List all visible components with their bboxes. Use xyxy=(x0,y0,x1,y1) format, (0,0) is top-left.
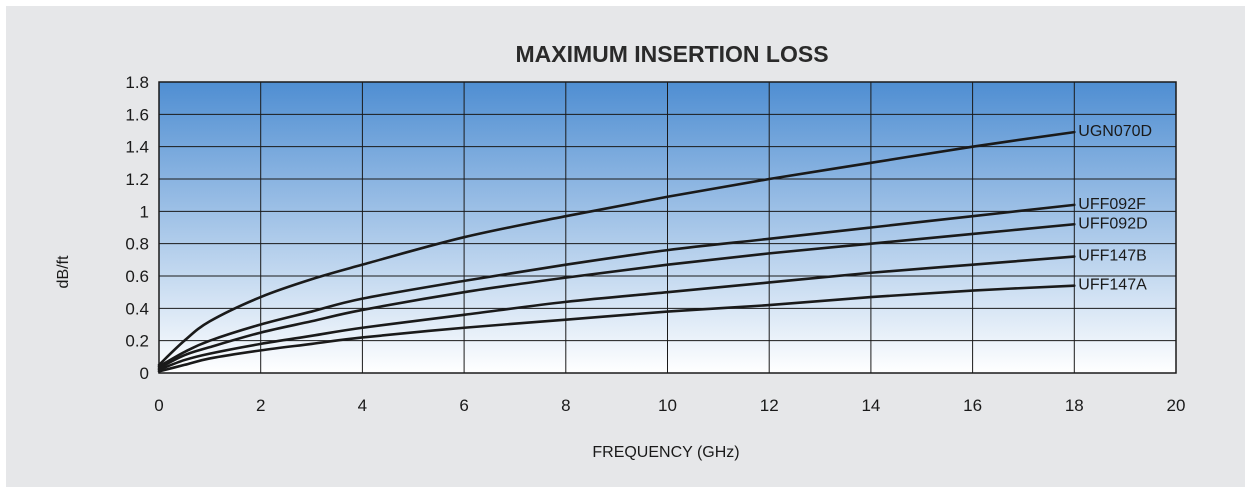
chart-panel: MAXIMUM INSERTION LOSS 0 0.2 0.4 0.6 0.8 1 1.2… xyxy=(6,6,1245,487)
y-tick-label: 1.6 xyxy=(125,105,149,124)
y-tick-label: 1.8 xyxy=(125,73,149,92)
y-tick-label: 0.8 xyxy=(125,235,149,254)
series-label-uff092d: UFF092D xyxy=(1078,215,1147,232)
chart-title: MAXIMUM INSERTION LOSS xyxy=(515,41,828,67)
x-tick-label: 10 xyxy=(658,396,677,415)
x-tick-label: 6 xyxy=(459,396,468,415)
y-tick-label: 1 xyxy=(140,202,149,221)
series-line-uff092d xyxy=(157,222,1076,370)
y-tick-label: 0.2 xyxy=(125,332,149,351)
x-tick-label: 8 xyxy=(561,396,570,415)
x-tick-label: 12 xyxy=(760,396,779,415)
x-tick-label: 16 xyxy=(963,396,982,415)
series-labels: UGN070D UFF092F UFF092D UFF147B UFF147A xyxy=(1078,123,1152,294)
y-tick-label: 1.2 xyxy=(125,170,149,189)
series-line-uff092f xyxy=(157,203,1076,368)
x-axis-title: FREQUENCY (GHz) xyxy=(592,444,739,461)
x-tick-label: 20 xyxy=(1167,396,1186,415)
y-axis-ticks: 0 0.2 0.4 0.6 0.8 1 1.2 1.4 1.6 1.8 xyxy=(125,73,149,383)
x-tick-label: 4 xyxy=(358,396,367,415)
y-tick-label: 0.4 xyxy=(125,299,149,318)
series-label-uff147b: UFF147B xyxy=(1078,248,1146,265)
series-line-uff147b xyxy=(157,255,1076,372)
series-label-uff092f: UFF092F xyxy=(1078,196,1146,213)
series-line-uff147a xyxy=(157,284,1076,373)
x-tick-label: 2 xyxy=(256,396,265,415)
y-tick-label: 1.4 xyxy=(125,138,149,157)
x-axis-ticks: 0 2 4 6 8 10 12 14 16 18 20 xyxy=(154,396,1185,415)
insertion-loss-chart: MAXIMUM INSERTION LOSS 0 0.2 0.4 0.6 0.8 1 1.2… xyxy=(55,41,1185,461)
x-tick-label: 14 xyxy=(861,396,880,415)
y-axis-title: dB/ft xyxy=(55,255,72,288)
y-tick-label: 0.6 xyxy=(125,267,149,286)
y-tick-label: 0 xyxy=(140,364,149,383)
x-tick-label: 18 xyxy=(1065,396,1084,415)
series-label-uff147a: UFF147A xyxy=(1078,277,1147,294)
x-tick-label: 0 xyxy=(154,396,163,415)
series-label-ugn070d: UGN070D xyxy=(1078,123,1152,140)
series-lines xyxy=(157,130,1076,373)
series-line-ugn070d xyxy=(157,130,1076,367)
